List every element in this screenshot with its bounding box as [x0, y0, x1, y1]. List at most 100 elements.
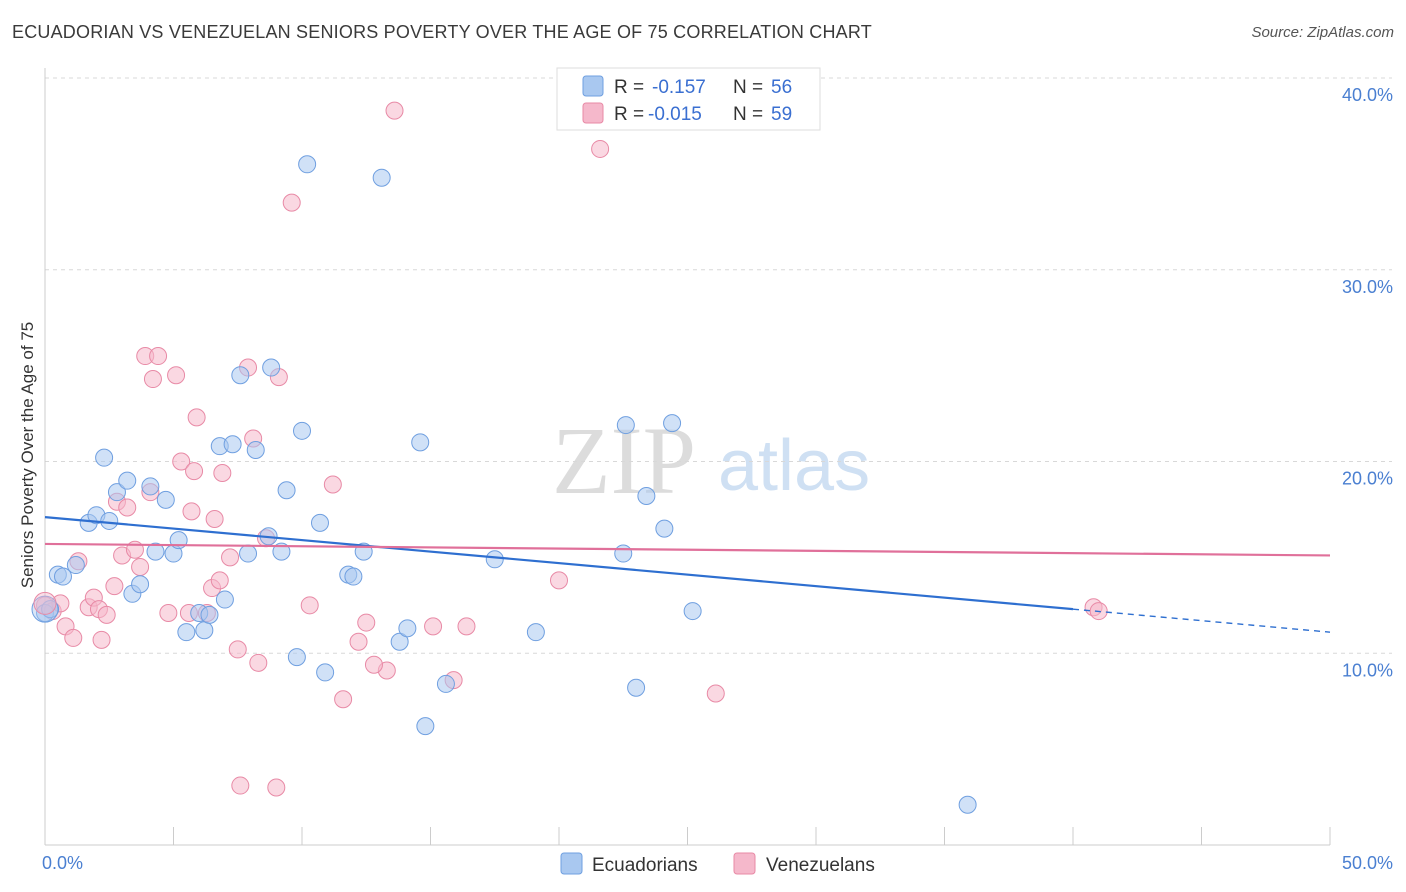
point-ecuadorians [287, 648, 306, 667]
point-ecuadorians [310, 513, 329, 532]
point-ecuadorians [156, 490, 175, 509]
point-ecuadorians [683, 602, 702, 621]
point-venezuelans [149, 347, 168, 366]
point-ecuadorians [53, 567, 72, 586]
point-ecuadorians [118, 471, 137, 490]
point-ecuadorians [215, 590, 234, 609]
trend-line-ecuadorians [44, 516, 1074, 611]
point-ecuadorians [372, 168, 391, 187]
legend-n-label-1: N = [733, 77, 763, 98]
chart-title: ECUADORIAN VS VENEZUELAN SENIORS POVERTY… [12, 22, 872, 42]
y-tick-label: 20.0% [1342, 469, 1393, 489]
point-ecuadorians [398, 619, 417, 638]
point-venezuelans [364, 655, 383, 674]
point-venezuelans-large [33, 591, 57, 615]
point-venezuelans [205, 510, 224, 529]
point-ecuadorians [141, 477, 160, 496]
point-venezuelans [267, 778, 286, 797]
point-ecuadorians [655, 519, 674, 538]
bottom-legend-label-ecuadorians: Ecuadorians [592, 855, 698, 876]
axes [44, 68, 1331, 846]
point-ecuadorians [131, 575, 150, 594]
point-venezuelans [323, 475, 342, 494]
series-legend: Ecuadorians Venezuelans [560, 852, 875, 876]
point-ecuadorians [107, 483, 126, 502]
bottom-legend-swatch-ecuadorians [560, 852, 583, 875]
point-venezuelans [385, 101, 404, 120]
point-ecuadorians [223, 435, 242, 454]
x-tick-label-max: 50.0% [1342, 853, 1393, 873]
point-ecuadorians [637, 487, 656, 506]
point-ecuadorians [298, 155, 317, 174]
point-ecuadorians [262, 358, 281, 377]
point-ecuadorians [177, 623, 196, 642]
point-venezuelans [349, 632, 368, 651]
legend-r-value-1: -0.157 [652, 77, 706, 98]
data-points [31, 101, 1108, 814]
legend-swatch-ecuadorians [582, 75, 604, 97]
legend-n-label-2: N = [733, 104, 763, 125]
point-ecuadorians [663, 414, 682, 433]
bottom-legend-swatch-venezuelans [733, 852, 756, 875]
trend-lines [44, 516, 1331, 633]
point-ecuadorians [411, 433, 430, 452]
point-ecuadorians [485, 550, 504, 569]
point-ecuadorians [344, 567, 363, 586]
point-ecuadorians [239, 544, 258, 563]
point-venezuelans [105, 577, 124, 596]
point-venezuelans [187, 408, 206, 427]
point-venezuelans [210, 571, 229, 590]
legend-swatch-venezuelans [582, 102, 604, 124]
point-venezuelans [357, 613, 376, 632]
point-ecuadorians [272, 542, 291, 561]
point-ecuadorians [436, 674, 455, 693]
point-venezuelans [172, 452, 191, 471]
point-venezuelans [457, 617, 476, 636]
source-credit: Source: ZipAtlas.com [1251, 24, 1394, 41]
point-venezuelans [143, 370, 162, 389]
point-ecuadorians [293, 421, 311, 440]
point-ecuadorians [200, 605, 219, 624]
point-ecuadorians [100, 511, 119, 530]
point-venezuelans [228, 640, 247, 659]
y-tick-label: 40.0% [1342, 85, 1393, 105]
y-axis-label: Seniors Poverty Over the Age of 75 [18, 322, 37, 588]
point-ecuadorians [277, 481, 296, 500]
stats-legend: R = -0.157 N = 56 R = -0.015 N = 59 [556, 67, 821, 131]
trend-line-venezuelans [44, 542, 1331, 557]
point-venezuelans [159, 603, 178, 622]
point-ecuadorians [316, 663, 335, 682]
trend-line-ecuadorians-extension [1072, 608, 1331, 633]
point-venezuelans [591, 139, 610, 158]
point-venezuelans [221, 548, 240, 567]
point-ecuadorians [416, 717, 435, 736]
legend-n-value-1: 56 [771, 77, 792, 98]
point-venezuelans [231, 776, 250, 795]
y-tick-labels: 10.0% 20.0% 30.0% 40.0% [1342, 85, 1393, 680]
x-tick-label-min: 0.0% [42, 853, 83, 873]
y-tick-label: 10.0% [1342, 660, 1393, 680]
point-venezuelans [185, 462, 204, 481]
point-venezuelans [213, 464, 232, 483]
point-venezuelans [97, 605, 116, 624]
bottom-legend-label-venezuelans: Venezuelans [766, 855, 875, 876]
point-venezuelans [550, 571, 568, 590]
legend-n-value-2: 59 [771, 104, 792, 125]
watermark-atlas: atlas [718, 426, 870, 506]
point-ecuadorians-large [31, 595, 59, 623]
point-ecuadorians [958, 795, 977, 814]
legend-r-label-1: R = [614, 77, 644, 98]
point-ecuadorians [146, 542, 165, 561]
point-venezuelans [182, 502, 201, 521]
point-ecuadorians [246, 440, 265, 459]
point-venezuelans [300, 596, 319, 615]
point-venezuelans [167, 366, 186, 385]
legend-r-label-2: R = [614, 104, 644, 125]
point-ecuadorians [41, 600, 60, 619]
point-ecuadorians [627, 678, 646, 697]
point-ecuadorians [195, 621, 214, 640]
point-venezuelans [64, 628, 83, 647]
point-ecuadorians [614, 544, 633, 563]
y-tick-label: 30.0% [1342, 277, 1393, 297]
